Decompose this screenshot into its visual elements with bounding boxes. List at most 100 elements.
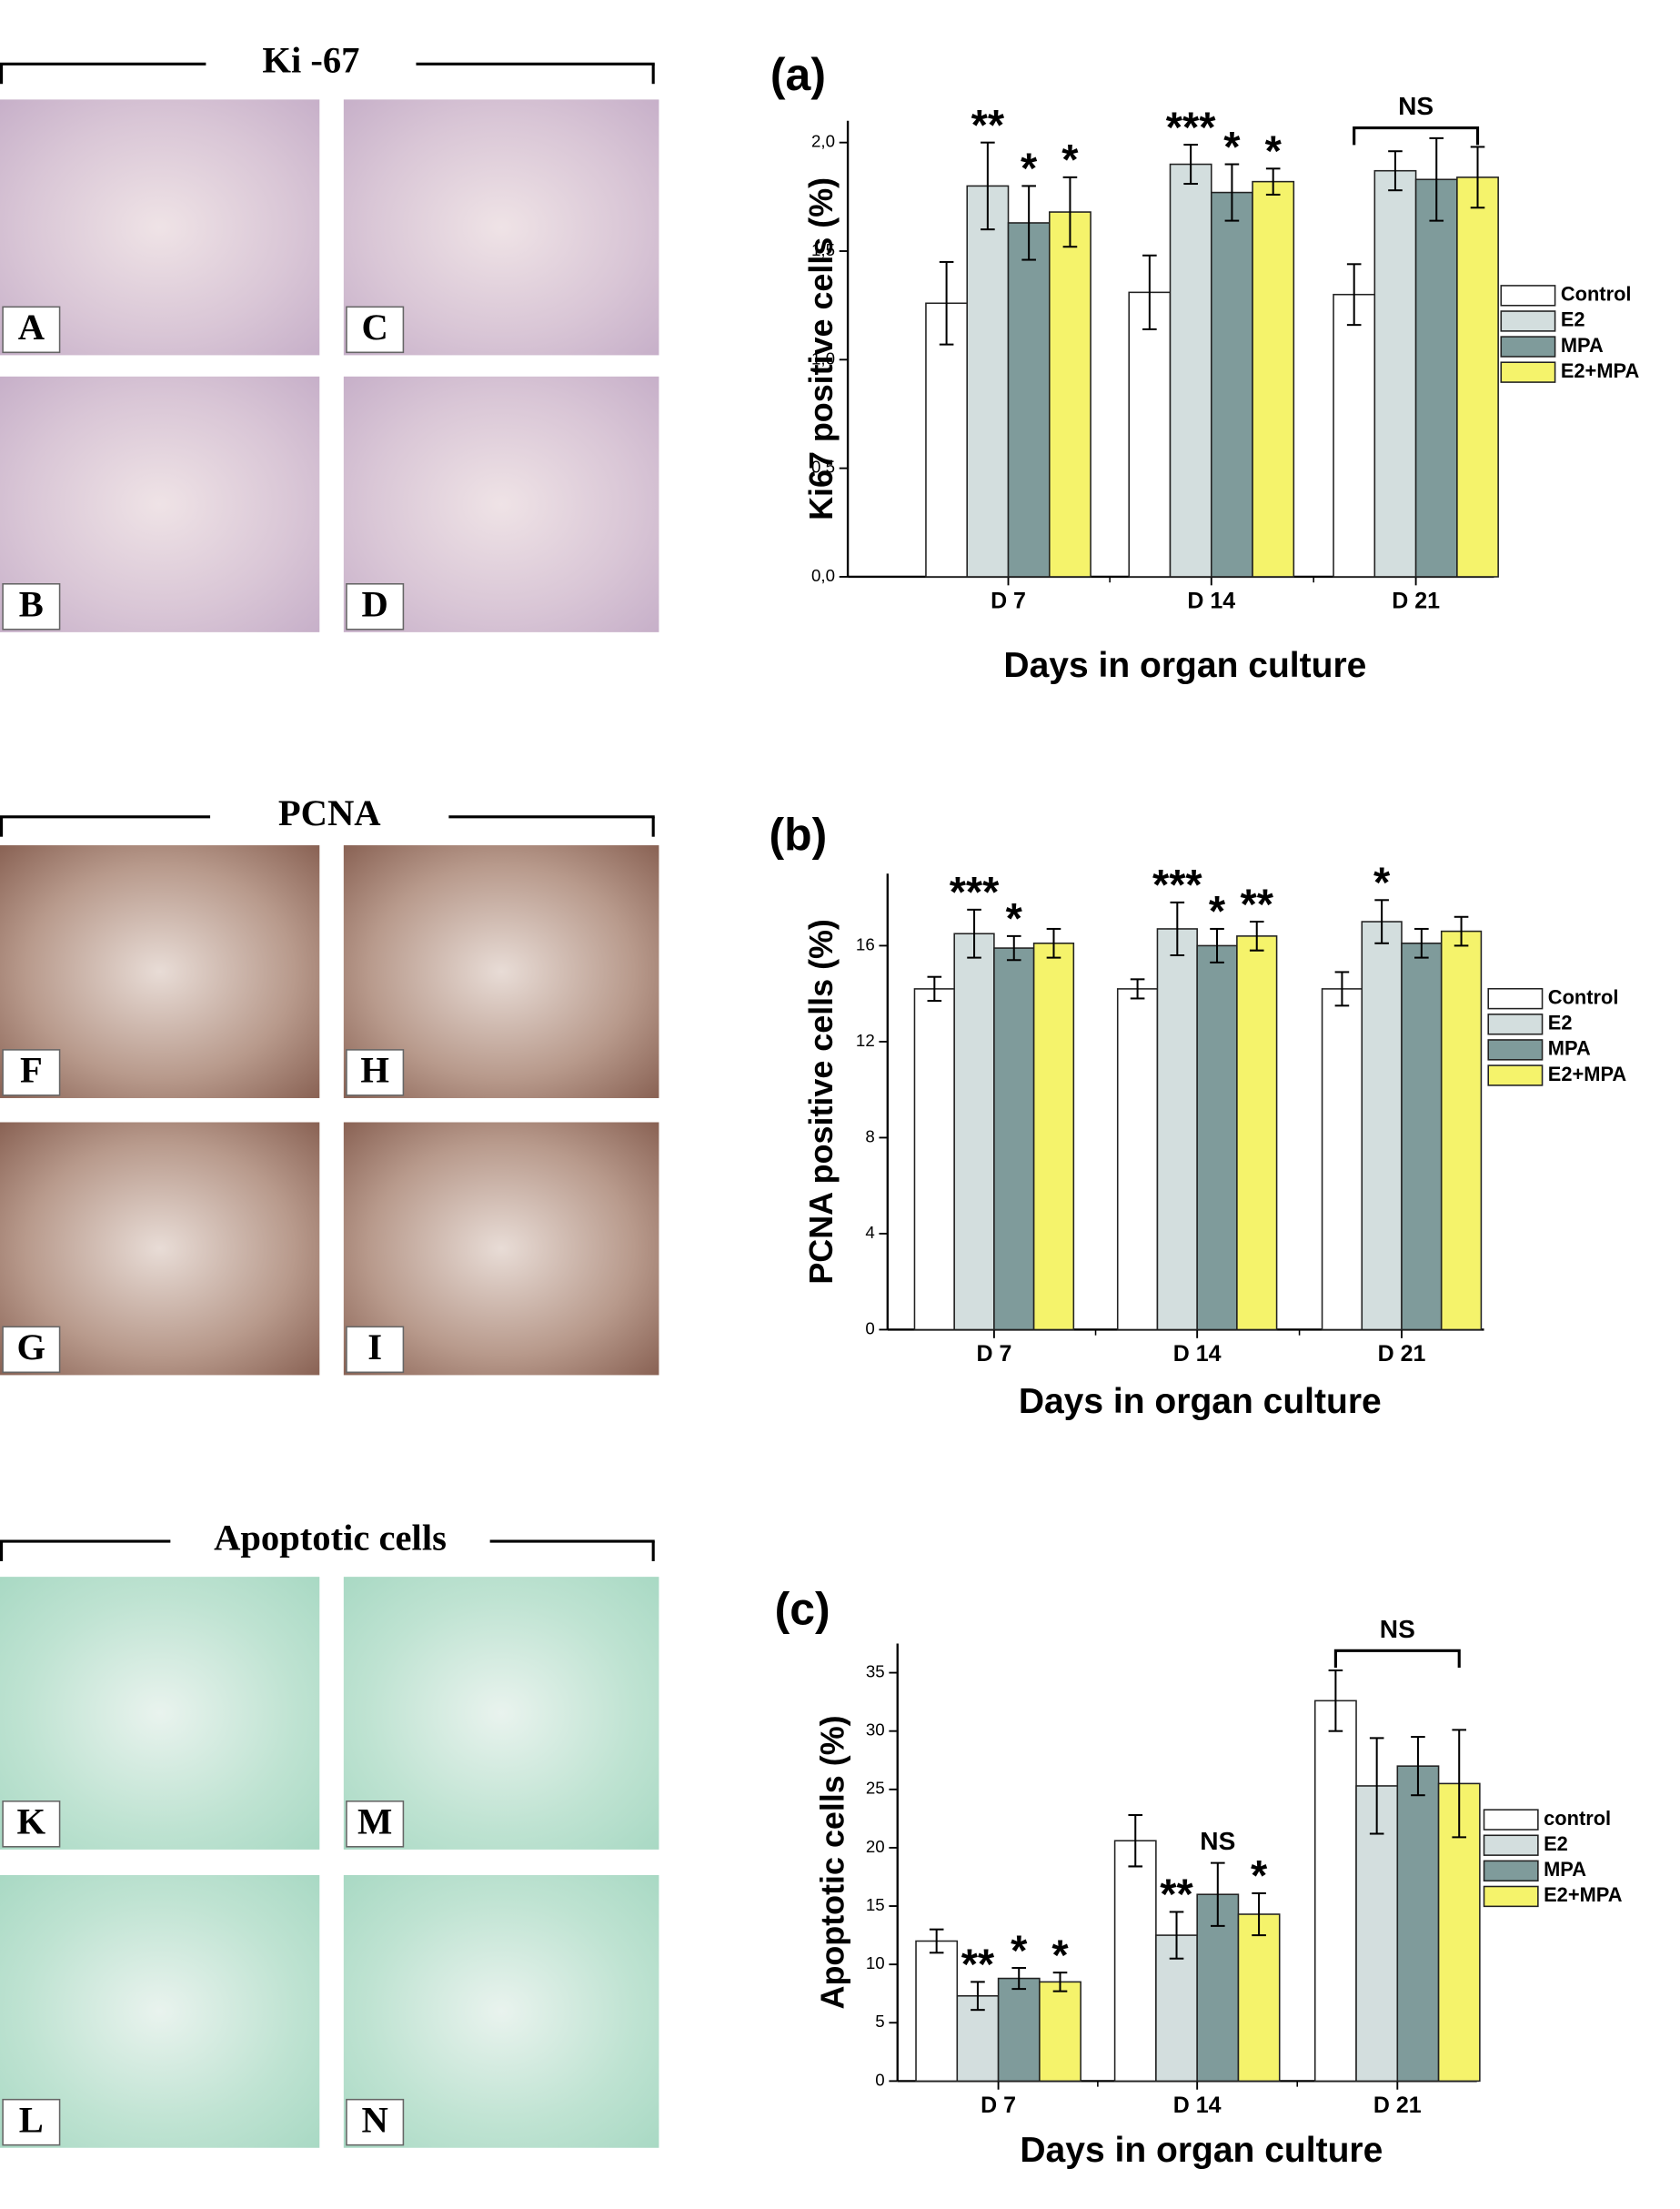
panel-letter-box [346,1049,405,1096]
bar [1155,1934,1198,2083]
legend-swatch [1483,1885,1539,1908]
panel-letter: A [18,307,45,348]
legend-label: E2 [1544,1832,1568,1855]
panel-letter-box [2,1800,61,1848]
bar [1313,1700,1357,2083]
significance-label: * [1223,123,1241,170]
legend-swatch [1500,336,1556,358]
bar [1252,180,1295,578]
legend-swatch [1483,1860,1539,1882]
panel-letter: I [367,1326,382,1367]
significance-label: * [1373,859,1391,906]
significance-label: ** [961,1941,995,1988]
bar [1333,293,1376,578]
bar [1116,988,1159,1331]
significance-label: * [1061,136,1079,184]
bar [1373,169,1417,578]
legend-swatch [1500,285,1556,307]
panel-label: (a) [770,49,826,100]
y-tick-label: 16 [856,934,875,953]
legend-swatch [1483,1809,1539,1831]
significance-label: * [1051,1932,1069,1979]
bar [915,1940,959,2083]
legend-swatch [1500,310,1556,332]
panel-letter: L [19,2100,44,2141]
bar [1440,930,1483,1331]
x-tick-label: D 21 [1392,589,1440,614]
significance-label: ** [1160,1871,1193,1918]
x-tick-label: D 21 [1378,1341,1426,1367]
significance-label: * [1251,1852,1268,1900]
x-tick-label: D 21 [1373,2093,1422,2118]
bar [1196,944,1238,1331]
bar [997,1977,1041,2083]
bar [993,947,1035,1331]
panel-letter: D [362,584,388,625]
panel-letter-box [346,583,405,630]
panel-letter-box [2,1326,61,1374]
panel-label: (c) [775,1583,830,1634]
x-tick-label: D 7 [991,589,1026,614]
panel-letter-box [346,2098,405,2146]
bar [1113,1840,1157,2083]
significance-label: * [1265,127,1283,175]
panel-letter: N [362,2100,388,2141]
legend-label: E2+MPA [1561,359,1640,382]
significance-label: * [1209,888,1226,935]
y-tick-label: 10 [866,1953,885,1972]
legend-label: MPA [1544,1858,1586,1881]
panel-letter-box [2,583,61,630]
x-tick-label: D 7 [976,1341,1011,1367]
significance-label: NS [1200,1827,1235,1855]
bar [1007,222,1051,578]
legend-label: E2+MPA [1544,1883,1623,1906]
x-axis-label: Days in organ culture [1019,1382,1382,1421]
y-tick-label: 1,0 [811,348,835,368]
significance-label: * [1006,895,1023,943]
y-tick-label: 25 [866,1779,885,1798]
y-tick-label: 2,0 [811,132,835,151]
significance-label: ** [1241,881,1274,928]
panel-letter-box [346,1800,405,1848]
panel-letter: M [357,1801,392,1842]
legend-label: Control [1561,283,1632,306]
y-tick-label: 0 [865,1318,874,1337]
panel-letter-box [2,1049,61,1096]
legend-label: E2 [1561,308,1585,331]
y-axis-label: PCNA positive cells (%) [803,919,840,1285]
bar [1169,163,1212,578]
legend-swatch [1487,1014,1544,1035]
panel-letter: K [17,1801,46,1842]
panel-letter: C [362,307,388,348]
panel-label: (b) [770,809,828,860]
bar [1156,928,1198,1331]
legend-label: MPA [1561,334,1604,357]
significance-label: *** [950,869,1000,916]
y-tick-label: 20 [866,1837,885,1856]
y-tick-label: 5 [875,2012,884,2031]
bracket [1333,1649,1461,1669]
x-tick-label: D 14 [1173,1341,1222,1367]
significance-label: *** [1152,862,1202,909]
bar [1210,191,1253,578]
y-axis-label: Apoptotic cells (%) [815,1715,851,2009]
significance-label: * [1011,1927,1028,1974]
legend-label: MPA [1548,1037,1591,1060]
legend-label: E2+MPA [1548,1063,1627,1085]
legend-swatch [1487,1064,1544,1086]
bracket-label: NS [1380,1615,1415,1643]
x-tick-label: D 14 [1173,2093,1222,2118]
x-axis-label: Days in organ culture [1020,2131,1383,2170]
panel-letter-box [346,1326,405,1374]
bar [1396,1765,1440,2083]
bar [1049,211,1091,578]
legend-label: E2 [1548,1012,1573,1034]
block-title: PCNA [278,792,381,833]
panel-letter: H [360,1050,389,1091]
bar [913,988,955,1331]
panel-letter: F [20,1050,43,1091]
bar [1401,943,1443,1331]
bar [1456,177,1499,578]
legend-label: Control [1548,985,1619,1008]
